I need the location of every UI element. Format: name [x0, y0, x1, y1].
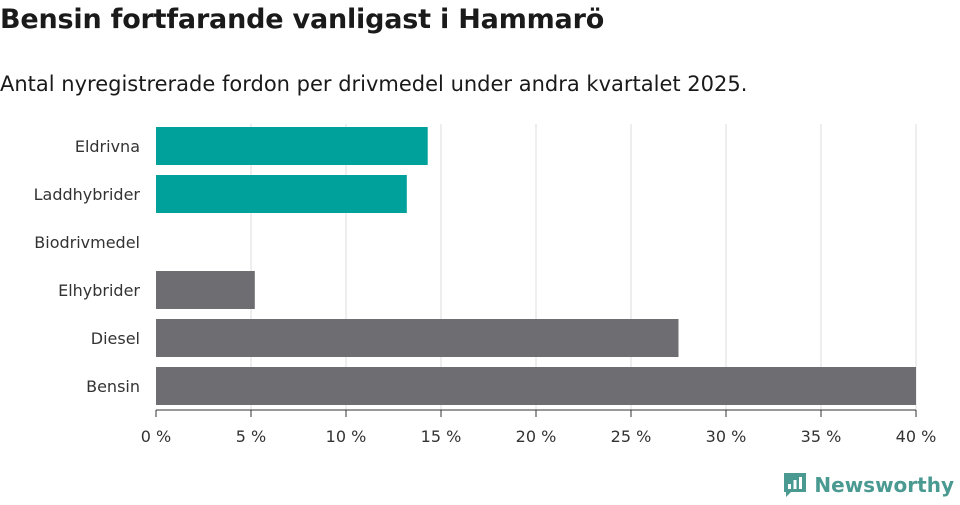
x-tick-label-0: 0 %	[141, 427, 171, 446]
category-label-1: Laddhybrider	[34, 185, 141, 204]
x-tick-label-4: 20 %	[516, 427, 557, 446]
bar-1	[156, 175, 407, 213]
x-axis: 0 % 5 % 10 % 15 % 20 % 25 % 30 % 35 % 40 %	[141, 409, 937, 446]
x-tick-label-5: 25 %	[611, 427, 652, 446]
category-label-4: Diesel	[91, 329, 140, 348]
newsworthy-logo: Newsworthy	[782, 471, 954, 499]
chart-logo-icon	[784, 473, 807, 497]
grid-lines	[250, 124, 917, 410]
category-labels: Eldrivna Laddhybrider Biodrivmedel Elhybrid…	[34, 137, 141, 396]
bars	[156, 127, 916, 405]
x-tick-label-2: 10 %	[326, 427, 367, 446]
bar-chart: Eldrivna Laddhybrider Biodrivmedel Elhybrid…	[34, 124, 937, 446]
bar-0	[156, 127, 428, 165]
bar-5	[156, 367, 916, 405]
bar-3	[156, 271, 255, 309]
bar-4	[156, 319, 679, 357]
category-label-5: Bensin	[86, 377, 140, 396]
category-label-2: Biodrivmedel	[34, 233, 140, 252]
category-label-0: Eldrivna	[75, 137, 140, 156]
chart-title: Bensin fortfarande vanligast i Hammarö	[0, 4, 605, 35]
x-tick-label-7: 35 %	[801, 427, 842, 446]
x-tick-label-3: 15 %	[421, 427, 462, 446]
brand-name: Newsworthy	[814, 473, 954, 497]
x-tick-label-6: 30 %	[706, 427, 747, 446]
x-tick-label-8: 40 %	[896, 427, 937, 446]
category-label-3: Elhybrider	[58, 281, 140, 300]
chart-subtitle: Antal nyregistrerade fordon per drivmede…	[0, 72, 748, 96]
x-tick-label-1: 5 %	[236, 427, 266, 446]
